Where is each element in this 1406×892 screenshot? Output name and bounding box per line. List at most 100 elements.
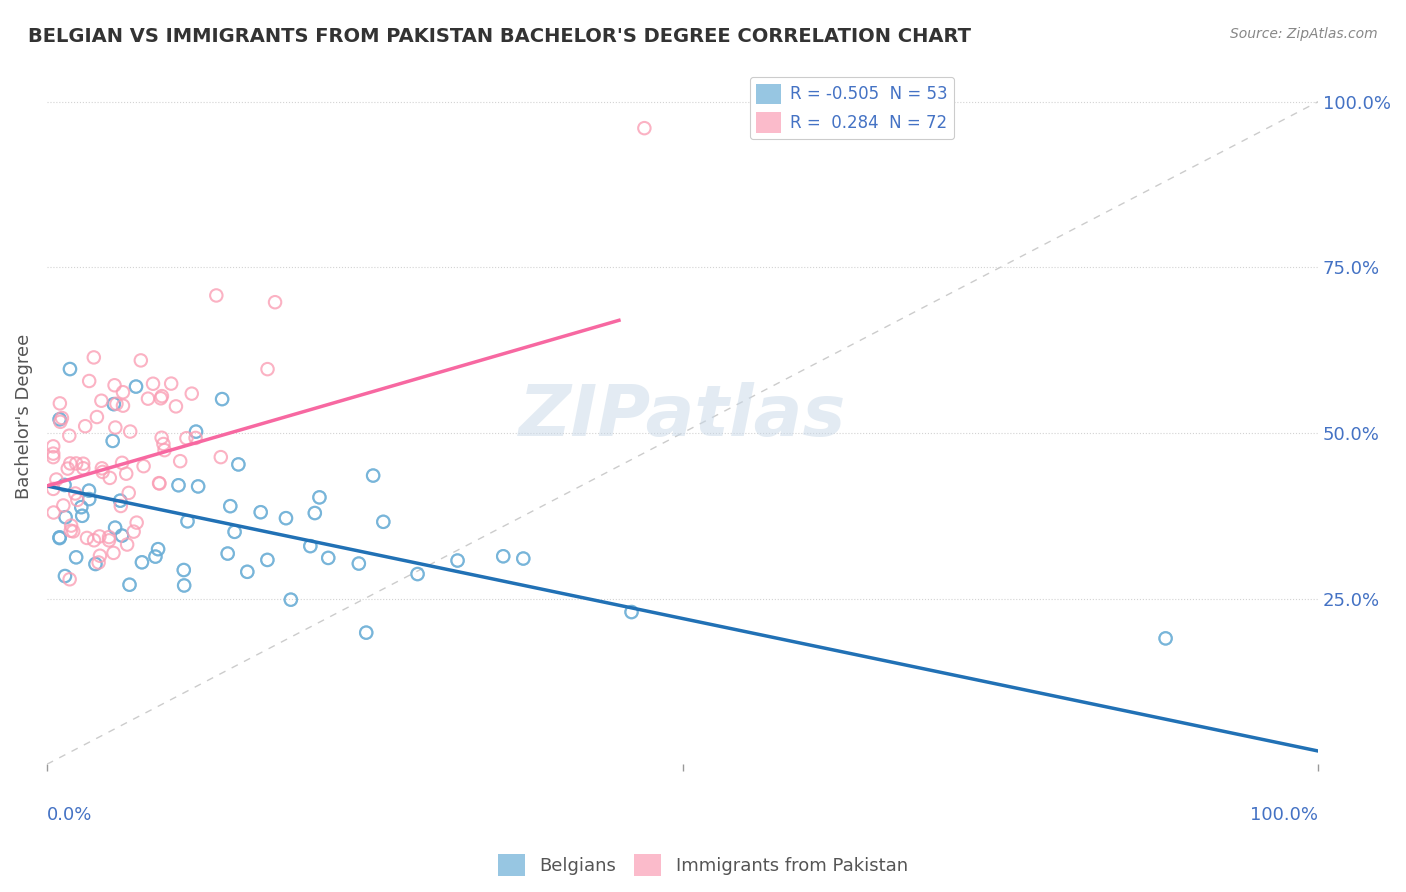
Text: Source: ZipAtlas.com: Source: ZipAtlas.com [1230, 27, 1378, 41]
Point [59, 362, 82, 376]
Point [136, 392, 159, 406]
Point [165, 400, 187, 414]
Point [512, 551, 534, 566]
Point [98, 533, 121, 548]
Point [150, 389, 173, 403]
Point [65, 486, 87, 500]
Point [89, 529, 111, 543]
Point [512, 551, 534, 566]
Point [173, 578, 195, 592]
Point [118, 578, 141, 592]
Point [59, 572, 82, 586]
Point [104, 521, 127, 535]
Point [48, 531, 70, 545]
Legend: Belgians, Immigrants from Pakistan: Belgians, Immigrants from Pakistan [491, 847, 915, 883]
Point [45, 473, 67, 487]
Point [373, 515, 395, 529]
Point [77, 483, 100, 498]
Point [120, 425, 142, 439]
Point [1154, 632, 1177, 646]
Point [103, 397, 125, 411]
Point [316, 550, 339, 565]
Point [406, 567, 429, 582]
Point [256, 553, 278, 567]
Point [110, 493, 132, 508]
Point [87, 556, 110, 570]
Point [83, 351, 105, 365]
Point [280, 592, 302, 607]
Point [42, 450, 65, 465]
Point [53, 569, 76, 583]
Point [176, 514, 198, 528]
Point [145, 549, 167, 564]
Point [169, 454, 191, 468]
Point [173, 578, 195, 592]
Point [53, 478, 76, 492]
Point [146, 542, 169, 557]
Point [60, 518, 83, 533]
Point [75, 419, 97, 434]
Point [65, 550, 87, 565]
Point [65, 550, 87, 565]
Point [224, 524, 246, 539]
Point [90, 461, 112, 475]
Point [118, 486, 141, 500]
Point [492, 549, 515, 564]
Point [132, 459, 155, 474]
Text: 100.0%: 100.0% [1250, 806, 1319, 824]
Point [131, 555, 153, 569]
Point [173, 563, 195, 577]
Point [122, 524, 145, 539]
Point [219, 499, 242, 513]
Point [48, 412, 70, 426]
Point [347, 557, 370, 571]
Point [55, 510, 77, 524]
Point [160, 376, 183, 391]
Point [59, 457, 82, 471]
Point [125, 379, 148, 393]
Point [173, 563, 195, 577]
Point [187, 479, 209, 493]
Point [249, 505, 271, 519]
Point [103, 378, 125, 392]
Point [105, 397, 128, 411]
Point [184, 425, 207, 439]
Point [72, 457, 94, 471]
Point [274, 511, 297, 525]
Point [308, 491, 330, 505]
Point [180, 386, 202, 401]
Point [70, 508, 93, 523]
Point [111, 399, 134, 413]
Point [492, 549, 515, 564]
Point [103, 397, 125, 411]
Point [167, 478, 190, 492]
Point [70, 508, 93, 523]
Point [77, 492, 100, 507]
Point [53, 478, 76, 492]
Point [52, 499, 75, 513]
Point [84, 557, 107, 571]
Point [620, 605, 643, 619]
Point [184, 431, 207, 445]
Point [86, 410, 108, 425]
Point [76, 531, 98, 545]
Point [62, 524, 84, 539]
Point [70, 500, 93, 515]
Point [66, 492, 89, 507]
Point [148, 476, 170, 491]
Point [98, 530, 121, 544]
Point [111, 456, 134, 470]
Point [256, 362, 278, 376]
Point [101, 434, 124, 448]
Point [48, 412, 70, 426]
Point [131, 555, 153, 569]
Point [361, 468, 384, 483]
Text: ZIPatlas: ZIPatlas [519, 382, 846, 450]
Point [373, 515, 395, 529]
Point [142, 376, 165, 391]
Point [308, 491, 330, 505]
Point [115, 467, 138, 481]
Point [148, 476, 170, 491]
Point [316, 550, 339, 565]
Point [49, 415, 72, 429]
